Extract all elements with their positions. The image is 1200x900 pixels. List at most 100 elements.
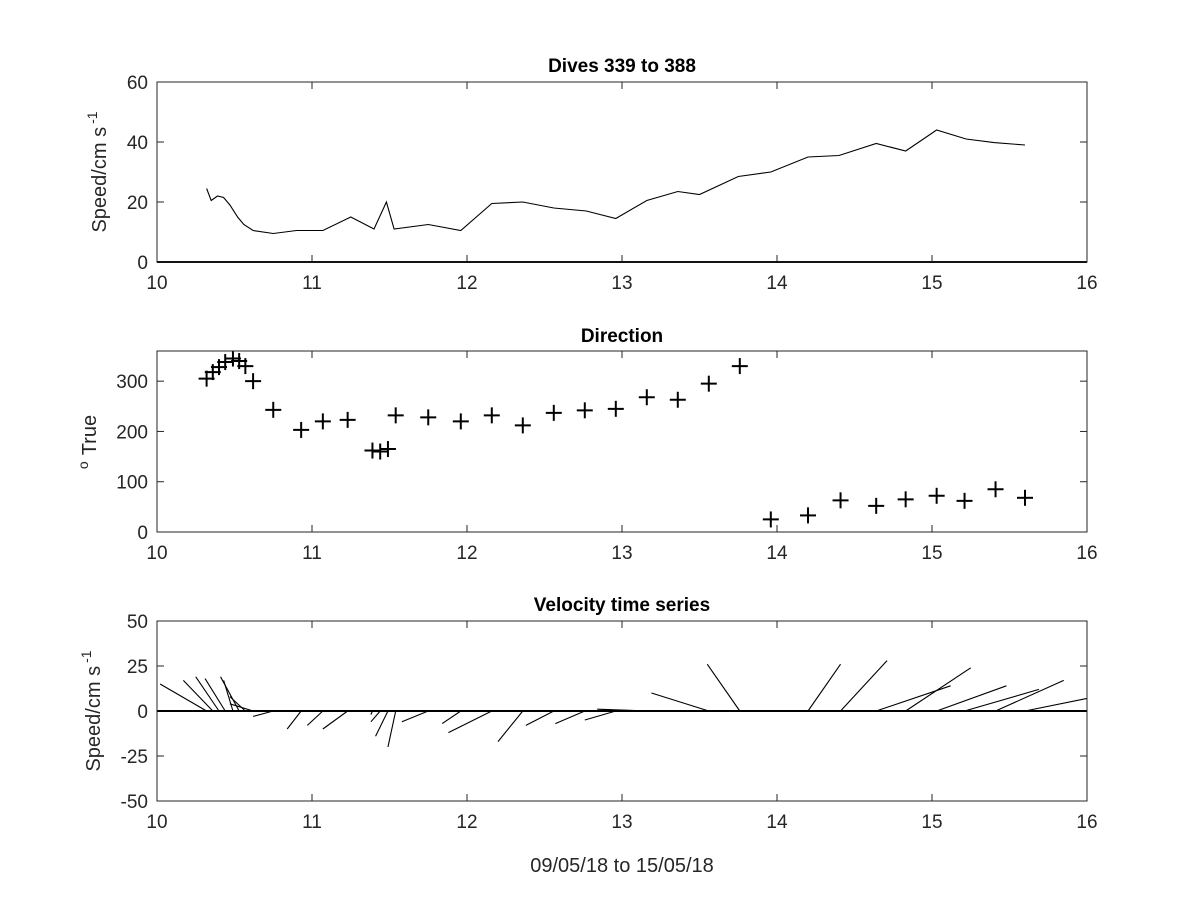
velocity-panel-ylabel: Speed/cm s -1 [78, 650, 105, 771]
x-tick-label: 11 [302, 273, 322, 294]
direction-point [731, 358, 748, 375]
velocity-stick [555, 710, 586, 725]
velocity-stick [441, 710, 462, 725]
velocity-panel-ylabel-sup: -1 [78, 650, 94, 663]
speed-panel-axes [156, 81, 1088, 263]
speed-panel: Dives 339 to 388 10 11 12 13 14 15 16 0 20 40 60 S… [84, 56, 1098, 294]
velocity-stick [229, 703, 254, 712]
direction-point [868, 497, 885, 514]
velocity-stick [286, 710, 302, 730]
velocity-panel-title: Velocity time series [534, 595, 710, 616]
direction-point [700, 375, 717, 392]
direction-point [339, 411, 356, 428]
velocity-panel-ylabel-main: Speed/cm s [83, 666, 105, 772]
velocity-stick [964, 688, 1040, 712]
speed-panel-ticks: 10 11 12 13 14 15 16 0 20 40 60 [127, 73, 1098, 294]
x-tick-label: 14 [766, 543, 788, 564]
velocity-panel-axes [156, 620, 1088, 802]
direction-point [897, 491, 914, 508]
x-tick-label: 10 [146, 273, 167, 294]
direction-point [237, 358, 254, 375]
direction-point [576, 402, 593, 419]
velocity-stick [840, 660, 888, 712]
velocity-stick [252, 710, 274, 717]
x-tick-label: 11 [302, 543, 322, 564]
direction-point [245, 373, 262, 390]
direction-panel-title: Direction [581, 326, 663, 347]
velocity-stick [375, 710, 389, 737]
velocity-stick [1024, 697, 1088, 712]
velocity-stick [306, 710, 324, 726]
speed-panel-ylabel-sup: -1 [84, 111, 100, 124]
velocity-stick [995, 679, 1064, 712]
y-tick-label: 50 [127, 612, 148, 633]
y-tick-label: 200 [116, 422, 148, 443]
direction-point [762, 511, 779, 528]
y-tick-label: 300 [116, 372, 148, 393]
direction-point [452, 413, 469, 430]
x-tick-label: 15 [921, 812, 942, 833]
velocity-stick [370, 710, 381, 723]
y-tick-label: 0 [137, 702, 148, 723]
velocity-panel-marks [157, 660, 1088, 748]
direction-point [217, 354, 234, 371]
velocity-stick [387, 710, 397, 748]
velocity-stick [807, 663, 842, 712]
velocity-stick [706, 663, 741, 712]
y-tick-label: 25 [127, 657, 148, 678]
speed-panel-title: Dives 339 to 388 [548, 56, 696, 77]
direction-panel-ticks: 10 11 12 13 14 15 16 0 100 200 300 [116, 351, 1098, 564]
x-tick-label: 13 [611, 812, 632, 833]
speed-series-line [206, 129, 1026, 235]
velocity-stick [229, 696, 246, 712]
x-tick-label: 14 [766, 812, 788, 833]
x-tick-label: 12 [456, 273, 477, 294]
direction-point [1017, 489, 1033, 506]
velocity-stick [936, 685, 1007, 712]
x-tick-label: 13 [611, 543, 632, 564]
velocity-stick [370, 710, 373, 715]
velocity-stick [401, 710, 429, 723]
direction-point [420, 409, 437, 426]
y-tick-label: 0 [137, 523, 148, 544]
direction-point [638, 389, 655, 406]
x-tick-label: 10 [146, 543, 167, 564]
y-tick-label: 20 [127, 193, 148, 214]
direction-point [379, 441, 396, 458]
y-tick-label: -25 [121, 747, 148, 768]
velocity-stick [204, 678, 226, 712]
direction-point [669, 391, 686, 408]
direction-point [956, 492, 973, 509]
x-tick-label: 16 [1076, 273, 1097, 294]
y-tick-label: 40 [127, 133, 148, 154]
velocity-panel-xlabel: 09/05/18 to 15/05/18 [530, 855, 714, 877]
velocity-stick [905, 667, 972, 712]
direction-point [265, 401, 282, 418]
direction-panel-marks [198, 350, 1033, 528]
x-tick-label: 12 [456, 812, 477, 833]
x-tick-label: 10 [146, 812, 167, 833]
direction-point [607, 400, 624, 417]
direction-panel-ylabel-main: True [79, 415, 101, 455]
x-tick-label: 12 [456, 543, 477, 564]
y-tick-label: 100 [116, 473, 148, 494]
x-tick-label: 14 [766, 273, 788, 294]
x-tick-label: 16 [1076, 543, 1097, 564]
velocity-stick [584, 710, 616, 721]
x-tick-label: 15 [921, 543, 942, 564]
velocity-stick [525, 710, 555, 726]
direction-point [372, 443, 389, 460]
velocity-stick [448, 710, 493, 734]
direction-point [987, 481, 1004, 498]
velocity-stick [497, 710, 524, 742]
direction-panel-axes [156, 350, 1088, 533]
x-tick-label: 13 [611, 273, 632, 294]
y-tick-label: 60 [127, 73, 148, 94]
speed-panel-ylabel: Speed/cm s -1 [84, 111, 111, 232]
y-tick-label: 0 [137, 253, 148, 274]
x-tick-label: 11 [302, 812, 322, 833]
y-tick-label: -50 [121, 792, 148, 813]
direction-panel-ylabel-sup: o [75, 461, 91, 469]
